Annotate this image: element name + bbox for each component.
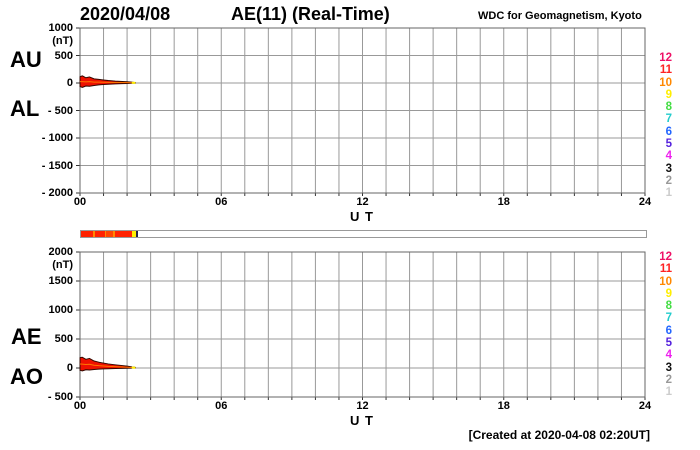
bottom-panel-plot-area — [76, 251, 646, 400]
station-number-4: 4 — [665, 150, 672, 163]
index-trace-AE-AO — [79, 356, 136, 372]
station-number-2: 2 — [665, 373, 672, 386]
station-number-7: 7 — [665, 113, 672, 126]
station-number-8: 8 — [665, 101, 672, 114]
station-number-5: 5 — [665, 138, 672, 151]
label-au: AU — [10, 47, 42, 72]
availability-segment — [104, 231, 107, 237]
label-ae: AE — [11, 324, 42, 349]
availability-segment — [81, 231, 93, 237]
y-tick-label: 500 — [54, 333, 73, 345]
availability-segment — [94, 231, 105, 237]
top-panel-x-axis: 00 06 12 18 24 — [74, 196, 651, 210]
y-tick-label: 2000 — [48, 246, 73, 258]
station-number-3: 3 — [665, 162, 672, 175]
data-availability-bar — [80, 230, 647, 238]
index-trace-AU-AL — [79, 75, 136, 88]
y-tick-label: 1000 — [48, 304, 73, 316]
bottom-panel-station-legend: 12 11 10 9 8 7 6 5 4 3 2 1 — [650, 251, 672, 399]
availability-segment — [115, 231, 132, 237]
station-number-8: 8 — [665, 300, 672, 313]
label-al: AL — [10, 96, 40, 121]
y-tick-label: - 2000 — [41, 187, 73, 199]
bottom-panel-x-axis: 00 06 12 18 24 — [74, 400, 651, 414]
station-number-1: 1 — [665, 386, 672, 399]
x-tick-label: 00 — [73, 400, 87, 412]
source-label: WDC for Geomagnetism, Kyoto — [478, 10, 642, 22]
y-tick-label: - 1000 — [41, 132, 73, 144]
station-number-10: 10 — [659, 76, 672, 89]
x-tick-label: 12 — [356, 196, 369, 208]
y-tick-label: 0 — [66, 77, 73, 89]
x-tick-label: 06 — [215, 400, 228, 412]
station-number-11: 11 — [659, 64, 672, 77]
availability-segment — [106, 231, 114, 237]
y-axis-unit-label: (nT) — [52, 259, 73, 271]
station-number-11: 11 — [659, 263, 672, 276]
station-number-3: 3 — [665, 361, 672, 374]
x-tick-label: 24 — [638, 400, 652, 412]
station-number-9: 9 — [665, 287, 672, 300]
station-number-2: 2 — [665, 174, 672, 187]
station-number-7: 7 — [665, 312, 672, 325]
station-number-4: 4 — [665, 349, 672, 362]
top-panel-plot-area — [76, 27, 646, 196]
availability-segment — [131, 231, 136, 237]
y-tick-label: 0 — [66, 362, 73, 374]
created-timestamp: [Created at 2020-04-08 02:20UT] — [468, 428, 650, 442]
label-ao: AO — [10, 364, 43, 389]
availability-segment — [92, 231, 95, 237]
top-panel-station-legend: 12 11 10 9 8 7 6 5 4 3 2 1 — [650, 52, 672, 200]
station-number-6: 6 — [665, 125, 672, 138]
x-tick-label: 00 — [73, 196, 87, 208]
x-tick-label: 06 — [215, 196, 228, 208]
y-tick-label: - 1500 — [41, 159, 73, 172]
y-tick-label: 500 — [54, 49, 73, 62]
page-title: AE(11) (Real-Time) — [231, 4, 390, 24]
x-tick-label: 18 — [497, 400, 510, 412]
bottom-panel-ut-label: U T — [350, 413, 374, 428]
x-tick-label: 24 — [638, 196, 652, 208]
station-number-10: 10 — [659, 275, 672, 288]
plot-date: 2020/04/08 — [80, 4, 171, 24]
top-panel-ut-label: U T — [350, 209, 374, 224]
y-tick-label: - 500 — [47, 104, 73, 117]
station-number-6: 6 — [665, 324, 672, 337]
station-number-12: 12 — [659, 52, 672, 64]
y-tick-label: 1500 — [48, 275, 73, 287]
station-number-5: 5 — [665, 337, 672, 350]
y-tick-label: 1000 — [48, 22, 73, 34]
station-number-12: 12 — [659, 251, 672, 263]
x-tick-label: 18 — [497, 196, 510, 208]
x-tick-label: 12 — [356, 400, 369, 412]
availability-segment — [113, 231, 116, 237]
station-number-1: 1 — [665, 187, 672, 200]
y-tick-label: - 500 — [47, 391, 73, 403]
station-number-9: 9 — [665, 88, 672, 101]
y-axis-unit-label: (nT) — [52, 35, 73, 47]
availability-segment — [135, 231, 138, 237]
